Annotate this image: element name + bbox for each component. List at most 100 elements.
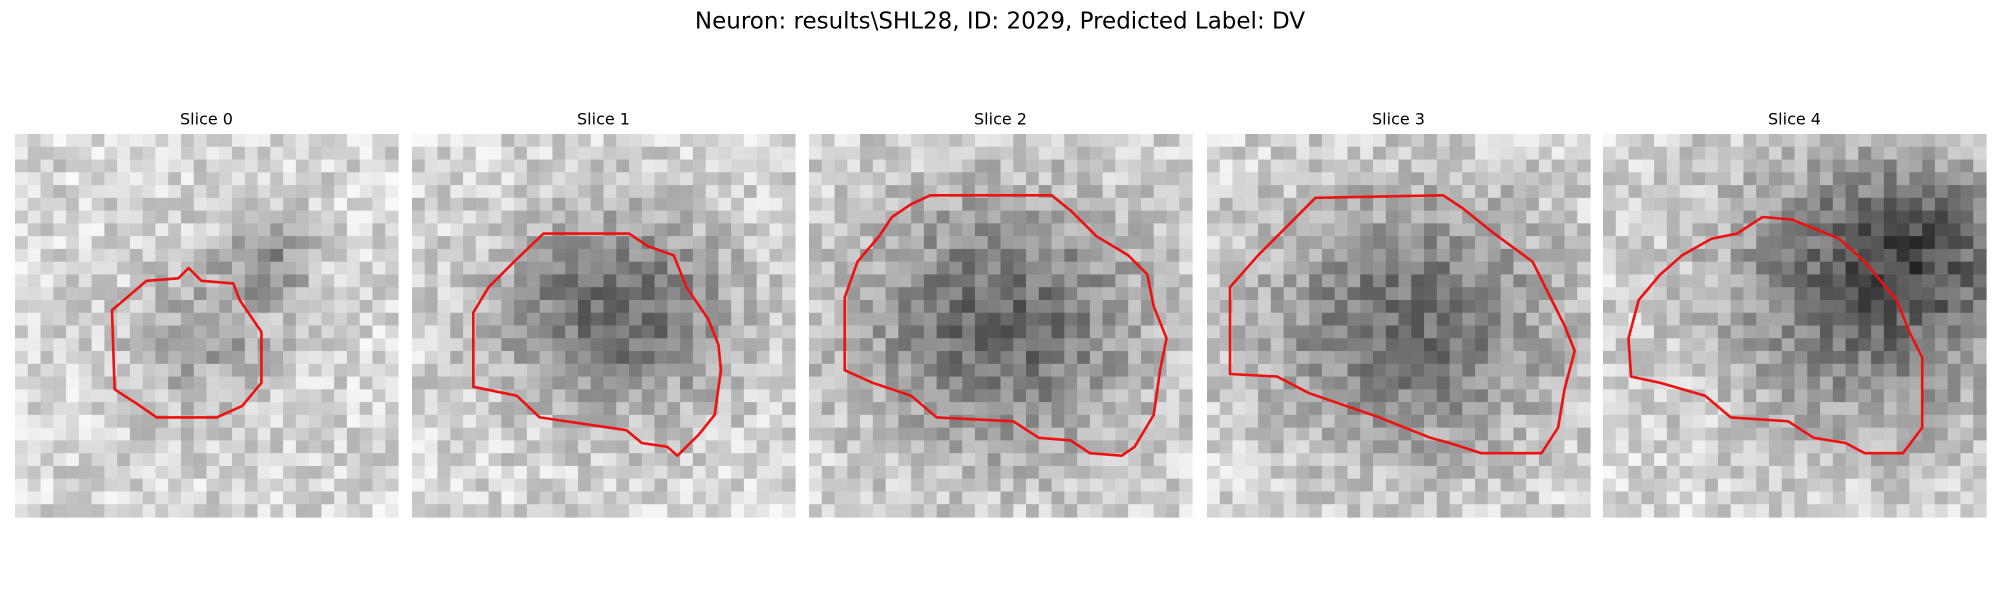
pixel — [1038, 134, 1053, 148]
pixel — [1128, 185, 1142, 199]
pixel — [1692, 299, 1706, 314]
pixel — [1296, 159, 1310, 173]
pixel — [731, 299, 745, 314]
pixel — [1462, 146, 1476, 161]
pixel — [437, 287, 451, 301]
pixel — [193, 440, 208, 454]
pixel — [1654, 338, 1668, 352]
pixel — [104, 261, 118, 276]
pixel — [219, 363, 233, 378]
pixel — [1270, 491, 1285, 505]
pixel — [769, 223, 783, 237]
pixel — [372, 465, 386, 480]
pixel — [1398, 491, 1412, 505]
pixel — [769, 197, 783, 212]
pixel — [1064, 248, 1078, 263]
pixel — [667, 185, 681, 199]
pixel — [860, 159, 874, 173]
pixel — [1064, 402, 1078, 416]
pixel — [1513, 185, 1527, 199]
pixel — [718, 440, 732, 454]
pixel — [834, 389, 848, 403]
pixel — [129, 376, 144, 390]
pixel — [1934, 389, 1949, 403]
pixel — [78, 146, 93, 161]
pixel — [321, 478, 335, 493]
pixel — [1909, 504, 1923, 518]
pixel — [257, 210, 271, 224]
pixel — [1219, 376, 1234, 390]
pixel — [860, 172, 874, 186]
pixel — [1871, 491, 1885, 505]
pixel — [1487, 376, 1502, 390]
pixel — [66, 172, 80, 186]
pixel — [1026, 389, 1040, 403]
pixel — [359, 363, 374, 378]
pixel — [1871, 389, 1885, 403]
pixel — [565, 197, 579, 212]
pixel — [1153, 274, 1168, 288]
pixel — [475, 261, 490, 276]
pixel — [1296, 491, 1310, 505]
pixel — [692, 185, 707, 199]
pixel — [743, 504, 758, 518]
pixel — [1411, 146, 1425, 161]
pixel — [1245, 338, 1259, 352]
pixel — [1449, 504, 1463, 518]
pixel — [1258, 172, 1272, 186]
pixel — [1360, 261, 1374, 276]
pixel — [1666, 389, 1681, 403]
pixel — [1166, 210, 1180, 224]
pixel — [1219, 210, 1234, 224]
pixel — [1258, 185, 1272, 199]
pixel — [308, 491, 322, 505]
pixel — [1845, 197, 1859, 212]
pixel — [475, 491, 490, 505]
pixel — [15, 363, 29, 378]
pixel — [1883, 159, 1898, 173]
pixel — [1013, 465, 1027, 480]
pixel — [232, 440, 246, 454]
pixel — [1526, 491, 1540, 505]
pixel — [372, 338, 386, 352]
pixel — [1705, 338, 1719, 352]
pixel — [1245, 134, 1259, 148]
pixel — [1794, 478, 1808, 493]
pixel — [552, 172, 566, 186]
pixel — [809, 248, 823, 263]
pixel — [385, 299, 399, 314]
pixel — [1179, 287, 1193, 301]
pixel — [692, 312, 707, 327]
pixel — [1743, 159, 1757, 173]
pixel — [244, 440, 259, 454]
pixel — [962, 287, 976, 301]
pixel — [1577, 274, 1591, 288]
pixel — [1207, 236, 1221, 250]
pixel — [923, 197, 938, 212]
pixel — [91, 299, 105, 314]
pixel — [1038, 223, 1053, 237]
pixel — [1115, 299, 1129, 314]
pixel — [705, 299, 719, 314]
pixel — [1820, 389, 1834, 403]
pixel — [91, 146, 105, 161]
pixel — [1947, 491, 1962, 505]
pixel — [821, 261, 836, 276]
pixel — [1513, 159, 1527, 173]
pixel — [66, 453, 80, 467]
pixel — [1270, 146, 1285, 161]
pixel — [412, 274, 426, 288]
pixel — [1283, 134, 1297, 148]
pixel — [1628, 414, 1642, 429]
pixel — [40, 338, 54, 352]
pixel — [590, 134, 605, 148]
pixel — [1871, 223, 1885, 237]
pixel — [641, 185, 656, 199]
pixel — [91, 338, 105, 352]
pixel — [898, 427, 912, 441]
pixel — [1128, 274, 1142, 288]
pixel — [1283, 146, 1297, 161]
pixel — [1768, 172, 1783, 186]
pixel — [1845, 261, 1859, 276]
pixel — [1577, 197, 1591, 212]
